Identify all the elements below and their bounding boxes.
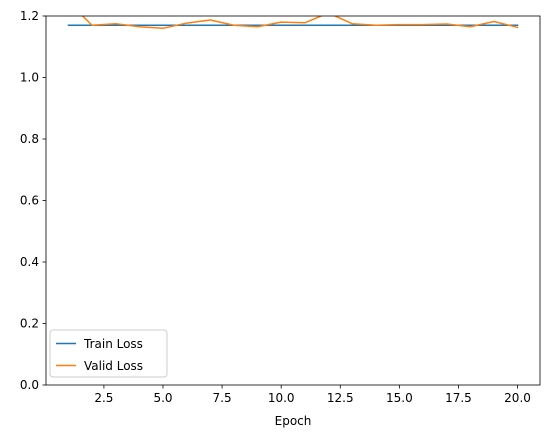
x-tick-label: 2.5 (94, 391, 113, 405)
legend-label-valid-loss: Valid Loss (84, 359, 143, 373)
plot-frame (45, 15, 541, 386)
y-tick-label: 1.2 (20, 9, 39, 23)
series-line-valid-loss (81, 16, 519, 30)
x-tick-label: 5.0 (153, 391, 172, 405)
x-tick-label: 12.5 (327, 391, 354, 405)
y-tick-label: 0.4 (20, 255, 39, 269)
legend-box (49, 329, 168, 378)
x-axis-label: Epoch (275, 414, 312, 428)
plot-area (46, 16, 540, 385)
x-tick-label: 17.5 (445, 391, 472, 405)
x-tick-label: 20.0 (504, 391, 531, 405)
legend: Train Loss Valid Loss (49, 329, 168, 378)
x-tick-label: 15.0 (386, 391, 413, 405)
y-tick-label: 0.2 (20, 317, 39, 331)
y-tick-label: 0.6 (20, 194, 39, 208)
x-tick-label: 10.0 (268, 391, 295, 405)
legend-label-train-loss: Train Loss (83, 337, 143, 351)
y-tick-label: 0.8 (20, 132, 39, 146)
x-tick-label: 7.5 (213, 391, 232, 405)
y-tick-label: 1.0 (20, 71, 39, 85)
y-tick-label: 0.0 (20, 378, 39, 392)
